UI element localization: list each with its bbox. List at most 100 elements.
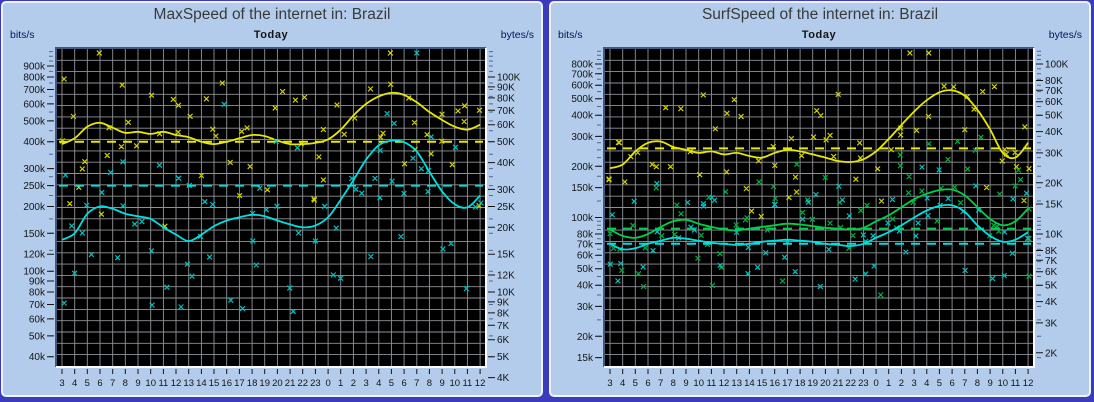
x-axis-tick-label: 18 bbox=[795, 378, 806, 389]
plot-frame-shadow bbox=[55, 47, 486, 367]
panel-maxspeed: MaxSpeed of the internet in: Brazil bits… bbox=[1, 1, 543, 397]
x-axis-tick-label: 1 bbox=[886, 378, 891, 389]
y-axis-right-tick-label: 2K bbox=[1045, 348, 1058, 359]
x-axis-tick-label: 12 bbox=[719, 378, 730, 389]
x-axis-tick-label: 4 bbox=[620, 378, 625, 389]
x-axis-tick-label: 19 bbox=[807, 378, 818, 389]
x-axis-tick-label: 22 bbox=[297, 378, 308, 389]
y-axis-left-tick-label: 600k bbox=[571, 81, 594, 92]
y-axis-right-tick-label: 8K bbox=[1045, 246, 1058, 257]
x-axis-tick-label: 6 bbox=[949, 378, 954, 389]
x-axis-tick-label: 20 bbox=[272, 378, 283, 389]
y-axis-left-tick-label: 80k bbox=[29, 288, 46, 299]
y-axis-left-tick-label: 30k bbox=[577, 302, 594, 313]
y-axis-left-tick-label: 300k bbox=[571, 132, 594, 143]
y-axis-left-tick-label: 600k bbox=[23, 99, 46, 110]
series-cyan-trend-line bbox=[61, 139, 481, 243]
chart-plot-area: 900k800k700k600k500k400k300k250k200k150k… bbox=[23, 47, 521, 389]
y-axis-right-tick-label: 5K bbox=[497, 352, 510, 363]
y-axis-left-tick-label: 150k bbox=[23, 229, 46, 240]
x-axis-tick-label: 0 bbox=[873, 378, 878, 389]
y-axis-right-tick-label: 3K bbox=[1045, 318, 1058, 329]
series-cyan-samples bbox=[607, 164, 1031, 290]
x-axis-tick-label: 4 bbox=[72, 378, 77, 389]
x-axis-tick-label: 10 bbox=[998, 378, 1009, 389]
y-axis-left-tick-label: 80k bbox=[577, 230, 594, 241]
y-axis-left-tick-label: 500k bbox=[23, 116, 46, 127]
x-axis-tick-label: 2 bbox=[899, 378, 904, 389]
x-axis-tick-label: 21 bbox=[285, 378, 296, 389]
chart-title: SurfSpeed of the internet in: Brazil bbox=[701, 6, 939, 23]
series-green-trend-line bbox=[609, 188, 1029, 239]
x-axis-tick-label: 7 bbox=[414, 378, 419, 389]
y-axis-left-tick-label: 20k bbox=[577, 332, 594, 343]
x-axis-tick-label: 13 bbox=[731, 378, 742, 389]
chart-subtitle: Today bbox=[253, 29, 289, 41]
x-axis-tick-label: 10 bbox=[450, 378, 461, 389]
series-yellow-trend-line bbox=[61, 91, 481, 146]
x-axis-tick-label: 12 bbox=[171, 378, 182, 389]
y-axis-right-tick-label: 70K bbox=[1045, 86, 1063, 97]
x-axis-tick-label: 5 bbox=[389, 378, 394, 389]
y-axis-left-tick-label: 90k bbox=[29, 277, 46, 288]
x-axis-tick-label: 12 bbox=[1023, 378, 1034, 389]
y-axis-left-tick-label: 100k bbox=[23, 267, 46, 278]
y-axis-right-tick-label: 30K bbox=[497, 185, 515, 196]
y-axis-left-tick-label: 50k bbox=[29, 331, 46, 342]
x-axis-tick-label: 11 bbox=[158, 378, 168, 389]
left-axis-unit-label: bits/s bbox=[10, 29, 35, 41]
x-axis-tick-label: 18 bbox=[247, 378, 258, 389]
x-axis-tick-label: 3 bbox=[59, 378, 64, 389]
x-axis-tick-label: 11 bbox=[462, 378, 472, 389]
y-axis-left-tick-label: 800k bbox=[23, 73, 46, 84]
x-axis-tick-label: 5 bbox=[85, 378, 90, 389]
y-axis-right-tick-label: 4K bbox=[497, 373, 510, 384]
y-axis-left-tick-label: 200k bbox=[571, 162, 594, 173]
x-axis-tick-label: 3 bbox=[607, 378, 612, 389]
x-axis-tick-label: 0 bbox=[325, 378, 330, 389]
x-axis-tick-label: 7 bbox=[658, 378, 663, 389]
x-axis-tick-label: 6 bbox=[401, 378, 406, 389]
y-axis-right-tick-label: 70K bbox=[497, 106, 515, 117]
y-axis-left-tick-label: 70k bbox=[577, 239, 594, 250]
x-axis-tick-label: 8 bbox=[975, 378, 980, 389]
y-axis-right-tick-label: 10K bbox=[497, 288, 515, 299]
x-axis-tick-label: 16 bbox=[769, 378, 780, 389]
y-axis-right-tick-label: 50K bbox=[497, 137, 515, 148]
y-axis-right-tick-label: 10K bbox=[1045, 230, 1063, 241]
y-axis-right-tick-label: 50K bbox=[1045, 111, 1063, 122]
x-axis-tick-label: 12 bbox=[475, 378, 486, 389]
y-axis-right-tick-label: 40K bbox=[497, 158, 515, 169]
y-axis-left-tick-label: 700k bbox=[23, 85, 46, 96]
chart-subtitle: Today bbox=[801, 29, 837, 41]
y-axis-left-tick-label: 40k bbox=[29, 352, 46, 363]
x-axis-tick-label: 15 bbox=[209, 378, 220, 389]
y-axis-right-tick-label: 7K bbox=[1045, 256, 1058, 267]
y-axis-left-tick-label: 400k bbox=[23, 137, 46, 148]
x-axis-tick-label: 9 bbox=[439, 378, 444, 389]
y-axis-left-tick-label: 200k bbox=[23, 202, 46, 213]
series-cyan-samples bbox=[61, 50, 484, 315]
x-axis-tick-label: 7 bbox=[962, 378, 967, 389]
x-axis-tick-marks bbox=[609, 369, 1029, 374]
y-axis-right-tick-label: 60K bbox=[1045, 97, 1063, 108]
x-axis-tick-label: 13 bbox=[183, 378, 194, 389]
x-axis-tick-label: 23 bbox=[858, 378, 869, 389]
x-axis-tick-label: 3 bbox=[911, 378, 916, 389]
right-axis-unit-label: bytes/s bbox=[500, 29, 534, 41]
y-axis-left-tick-label: 60k bbox=[29, 314, 46, 325]
y-axis-right-tick-label: 20K bbox=[1045, 178, 1063, 189]
y-axis-left-tick-label: 70k bbox=[29, 300, 46, 311]
x-axis-tick-label: 17 bbox=[234, 378, 245, 389]
y-axis-right-tick-label: 40K bbox=[1045, 127, 1063, 138]
plot-frame-shadow bbox=[603, 47, 1034, 367]
x-axis-tick-label: 4 bbox=[376, 378, 381, 389]
y-axis-right-tick-label: 4K bbox=[1045, 297, 1058, 308]
y-axis-right-tick-label: 80K bbox=[1045, 76, 1063, 87]
x-axis-tick-label: 14 bbox=[744, 378, 755, 389]
y-axis-right-tick-label: 100K bbox=[1045, 60, 1069, 71]
x-axis-tick-label: 14 bbox=[196, 378, 207, 389]
x-axis-tick-label: 11 bbox=[1010, 378, 1020, 389]
x-axis-tick-label: 1 bbox=[338, 378, 343, 389]
panel-surfspeed: SurfSpeed of the internet in: Brazil bit… bbox=[549, 1, 1091, 397]
